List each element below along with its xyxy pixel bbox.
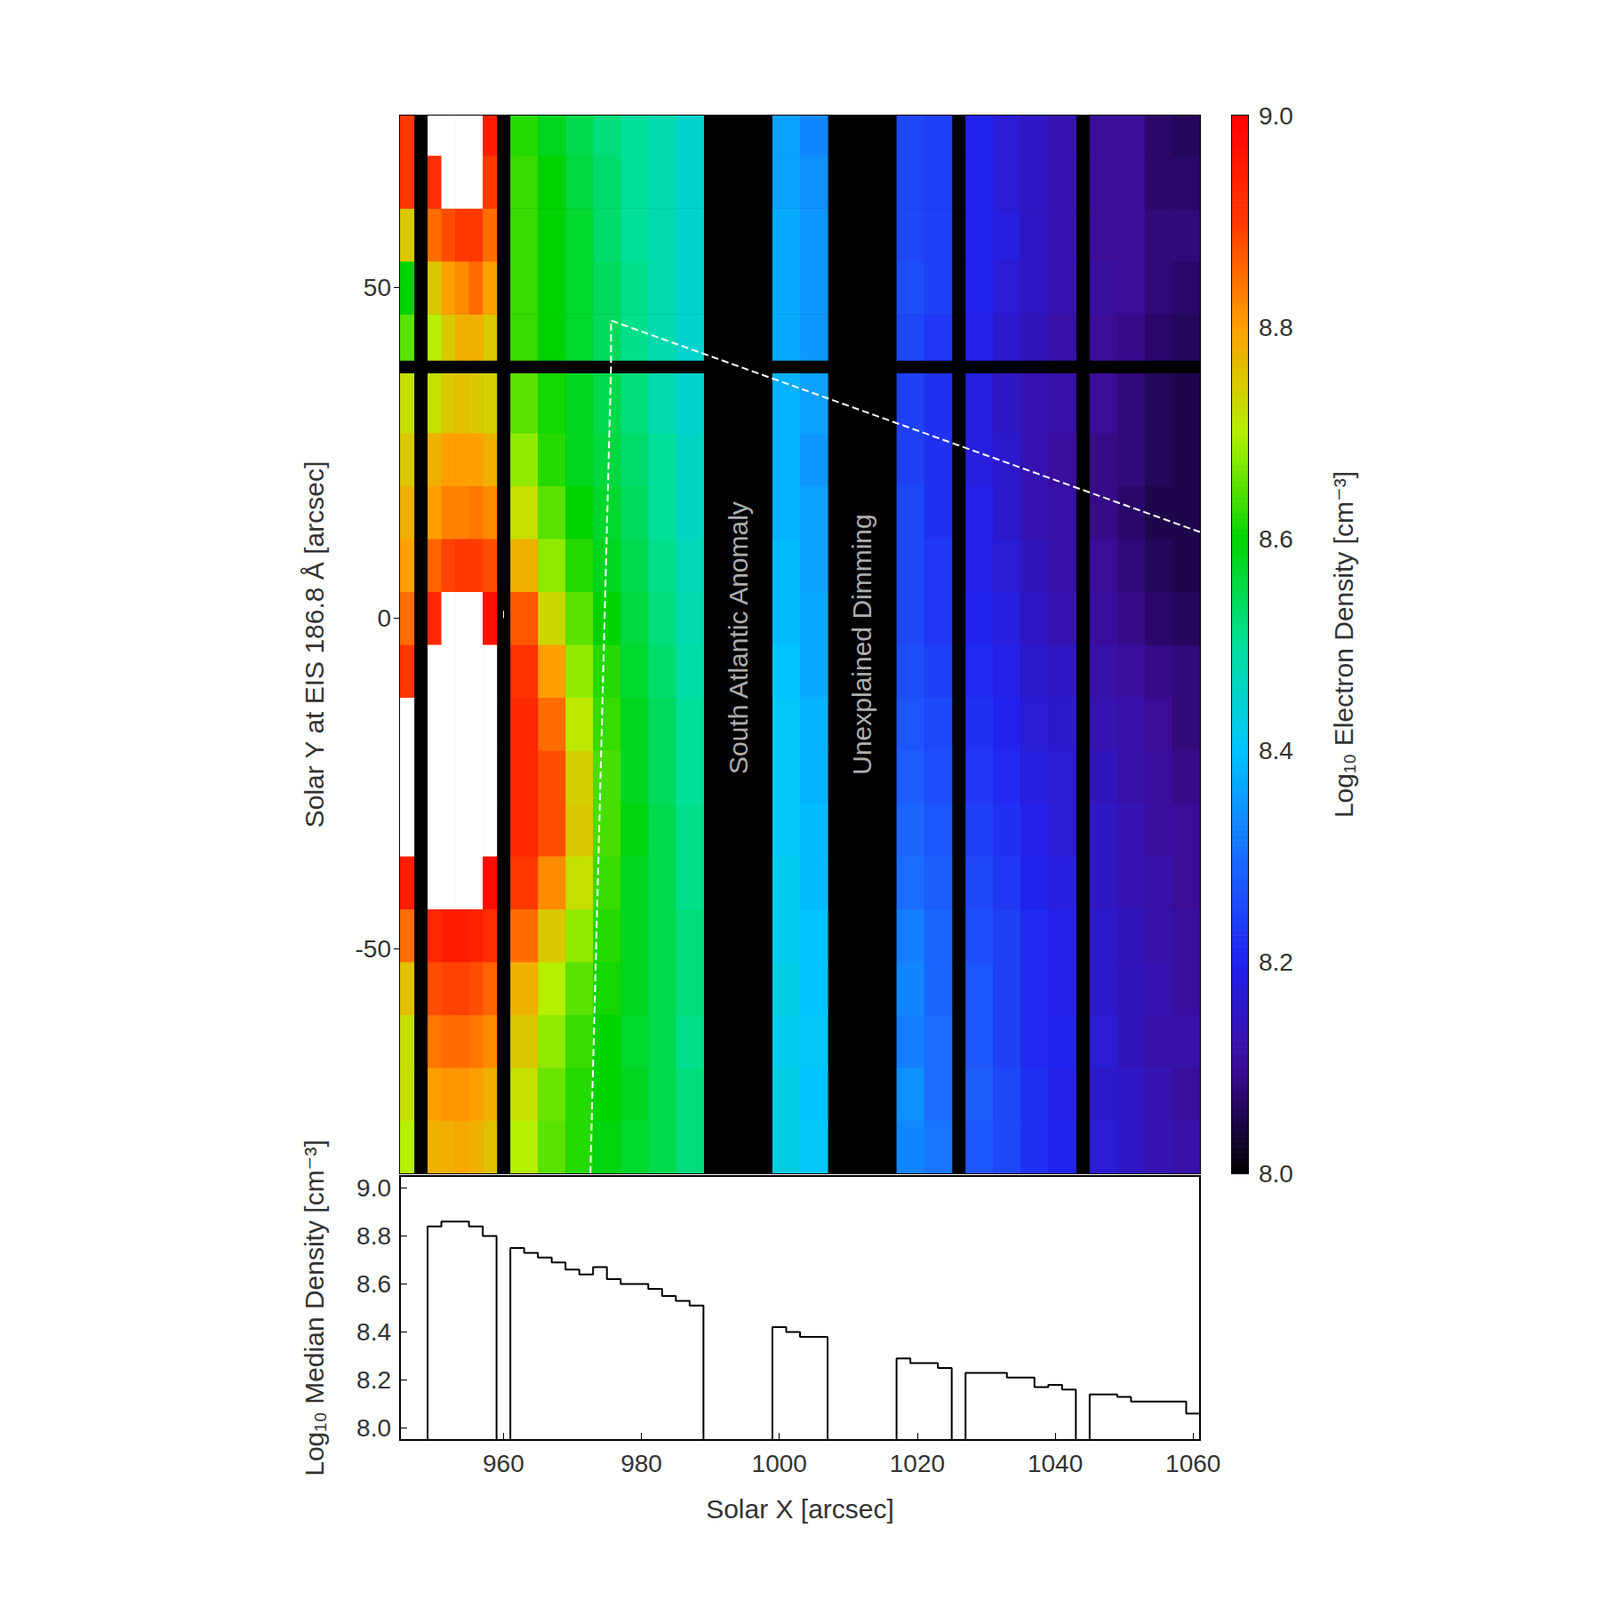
svg-text:8.2: 8.2 <box>356 1366 392 1394</box>
svg-text:1000: 1000 <box>752 1449 808 1478</box>
svg-text:Solar X [arcsec]: Solar X [arcsec] <box>705 1494 895 1524</box>
svg-text:1020: 1020 <box>889 1449 945 1478</box>
svg-text:-50: -50 <box>355 935 392 963</box>
svg-text:1040: 1040 <box>1027 1449 1083 1478</box>
svg-text:9.0: 9.0 <box>356 1174 392 1202</box>
svg-text:Log₁₀ Electron Density [cm⁻³]: Log₁₀ Electron Density [cm⁻³] <box>1328 471 1359 818</box>
svg-text:Log₁₀ Median Density [cm⁻³]: Log₁₀ Median Density [cm⁻³] <box>299 1139 329 1477</box>
svg-text:Solar Y at EIS 186.8 Å [arcsec: Solar Y at EIS 186.8 Å [arcsec] <box>299 461 329 828</box>
svg-text:South Atlantic Anomaly: South Atlantic Anomaly <box>723 501 753 775</box>
svg-text:9.0: 9.0 <box>1258 102 1294 130</box>
svg-text:8.4: 8.4 <box>356 1318 392 1346</box>
svg-text:8.6: 8.6 <box>356 1270 392 1298</box>
svg-text:8.2: 8.2 <box>1258 948 1294 976</box>
svg-text:980: 980 <box>620 1449 663 1478</box>
svg-text:8.4: 8.4 <box>1258 736 1294 765</box>
svg-text:0: 0 <box>376 604 392 632</box>
svg-text:8.0: 8.0 <box>1258 1160 1294 1188</box>
svg-text:8.6: 8.6 <box>1258 525 1294 553</box>
svg-text:8.8: 8.8 <box>356 1222 392 1250</box>
svg-text:50: 50 <box>363 273 392 302</box>
svg-text:960: 960 <box>482 1449 525 1478</box>
svg-text:8.0: 8.0 <box>356 1414 392 1442</box>
svg-text:8.8: 8.8 <box>1258 313 1294 342</box>
svg-text:1060: 1060 <box>1165 1449 1221 1478</box>
svg-text:Unexplained Dimming: Unexplained Dimming <box>847 513 877 775</box>
